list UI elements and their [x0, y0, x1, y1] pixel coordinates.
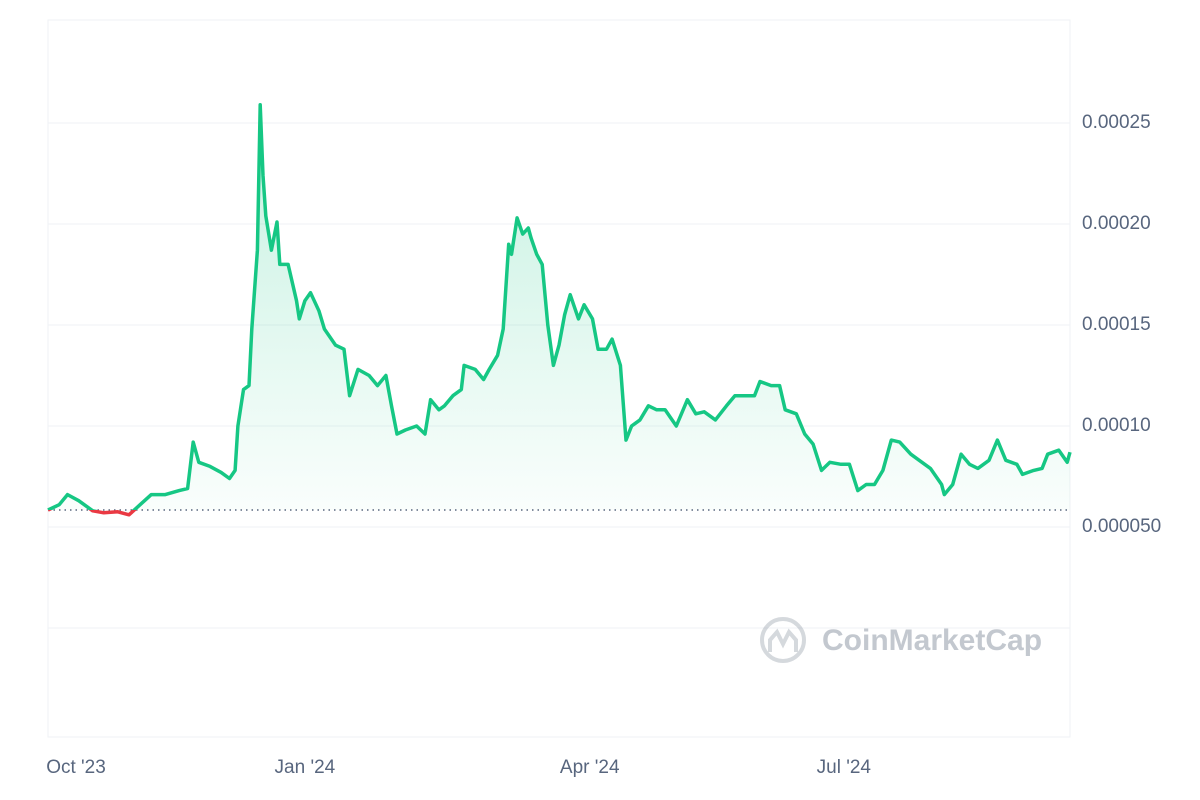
y-tick-label: 0.00015 — [1082, 314, 1151, 335]
y-tick-label: 0.00025 — [1082, 112, 1151, 133]
price-line — [47, 103, 1072, 517]
watermark: CoinMarketCap — [822, 624, 1042, 657]
x-tick-label: Jul '24 — [817, 757, 872, 778]
plot-frame — [47, 19, 1071, 738]
area — [48, 104, 1070, 515]
y-tick-label: 0.00020 — [1082, 213, 1151, 234]
y-tick-label: 0.00010 — [1082, 415, 1151, 436]
x-tick-label: Jan '24 — [275, 757, 336, 778]
y-tick-label: 0.000050 — [1082, 516, 1161, 537]
x-tick-label: Oct '23 — [46, 757, 106, 778]
watermark-logo — [760, 617, 806, 663]
x-tick-label: Apr '24 — [560, 757, 620, 778]
